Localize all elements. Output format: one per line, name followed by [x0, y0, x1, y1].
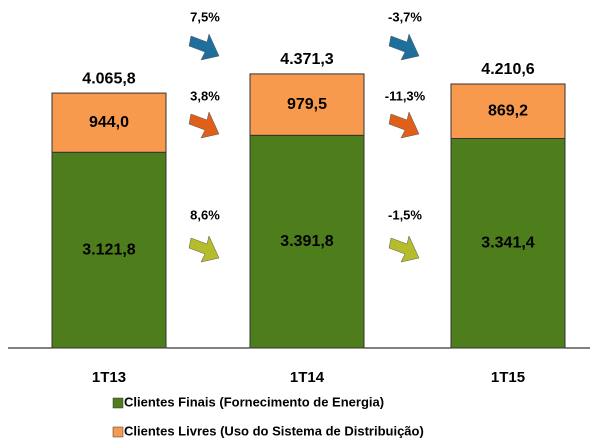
- bar-segment: [249, 134, 365, 349]
- change-label: 7,5%: [190, 9, 220, 24]
- change-arrow: [188, 235, 220, 263]
- change-label: 8,6%: [190, 207, 220, 222]
- change-label: -3,7%: [388, 9, 422, 24]
- change-label: 3,8%: [190, 88, 220, 103]
- bar-segment: [249, 73, 365, 136]
- bar-segment: [450, 83, 566, 139]
- total-label: 4.065,8: [82, 70, 135, 87]
- bar-segment: [450, 137, 566, 349]
- change-label: -11,3%: [385, 88, 426, 103]
- bar-segment: [51, 92, 167, 153]
- legend-swatch: [112, 397, 124, 409]
- value-label: 869,2: [488, 102, 528, 119]
- bar-segment: [51, 151, 167, 349]
- change-arrow: [188, 111, 220, 139]
- change-arrow: [388, 111, 420, 139]
- legend-swatch: [112, 426, 124, 438]
- legend-label: Clientes Livres (Uso do Sistema de Distr…: [124, 423, 424, 438]
- total-label: 4.210,6: [481, 61, 534, 78]
- change-label: -1,5%: [388, 207, 422, 222]
- change-arrow: [388, 235, 420, 263]
- change-arrow: [388, 33, 420, 61]
- value-label: 3.391,8: [280, 233, 333, 250]
- value-label: 944,0: [89, 114, 129, 131]
- legend-label: Clientes Finais (Fornecimento de Energia…: [124, 394, 384, 409]
- total-label: 4.371,3: [280, 51, 333, 68]
- x-tick-label: 1T13: [92, 369, 126, 386]
- x-tick-label: 1T14: [290, 369, 325, 386]
- value-label: 3.121,8: [82, 241, 135, 258]
- change-arrow: [188, 33, 220, 61]
- value-label: 3.341,4: [481, 234, 534, 251]
- x-tick-label: 1T15: [491, 369, 525, 386]
- value-label: 979,5: [287, 96, 327, 113]
